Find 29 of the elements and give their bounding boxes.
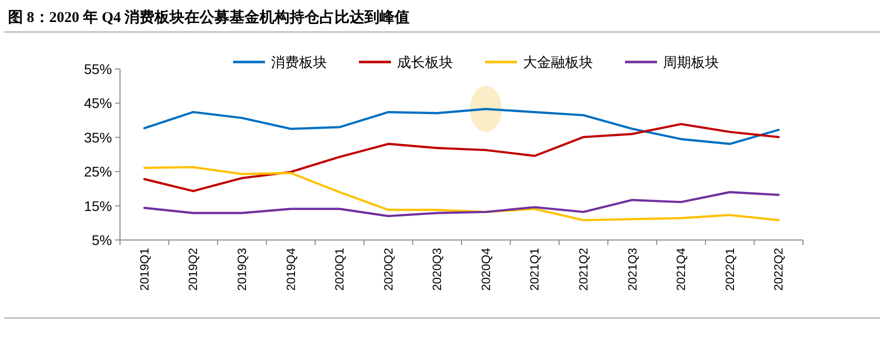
y-tick-label: 25% (84, 164, 112, 180)
y-tick-label: 35% (84, 129, 112, 146)
line-series (143, 166, 780, 222)
x-tick-label: 2021Q1 (528, 248, 542, 291)
y-tick-label: 55% (84, 61, 112, 77)
y-tick-label: 15% (84, 198, 112, 214)
legend-label: 消费板块 (271, 55, 327, 71)
legend-label: 成长板块 (397, 55, 453, 71)
x-tick-label: 2019Q3 (234, 248, 249, 291)
x-tick-label: 2021Q2 (576, 248, 590, 291)
x-tick-label: 2019Q2 (186, 248, 200, 291)
line-series (143, 122, 780, 192)
x-tick-label: 2022Q1 (722, 248, 737, 291)
legend-label: 大金融板块 (523, 55, 593, 71)
x-tick-label: 2019Q4 (284, 248, 298, 291)
x-tick-label: 2021Q3 (625, 248, 640, 291)
x-tick-label: 2021Q4 (674, 248, 688, 291)
legend-label: 周期板块 (663, 55, 719, 71)
x-tick-label: 2020Q2 (381, 248, 396, 291)
x-tick-label: 2020Q4 (478, 248, 493, 291)
line-series (143, 191, 780, 218)
x-tick-label: 2022Q2 (772, 248, 786, 291)
chart-title: 图 8：2020 年 Q4 消费板块在公募基金机构持仓占比达到峰值 (8, 9, 410, 26)
x-tick-label: 2020Q3 (430, 248, 444, 291)
y-tick-label: 5% (92, 232, 112, 248)
x-tick-label: 2020Q1 (332, 248, 347, 291)
line-series (143, 108, 780, 145)
x-tick-label: 2019Q1 (137, 248, 152, 291)
y-tick-label: 45% (84, 95, 112, 112)
